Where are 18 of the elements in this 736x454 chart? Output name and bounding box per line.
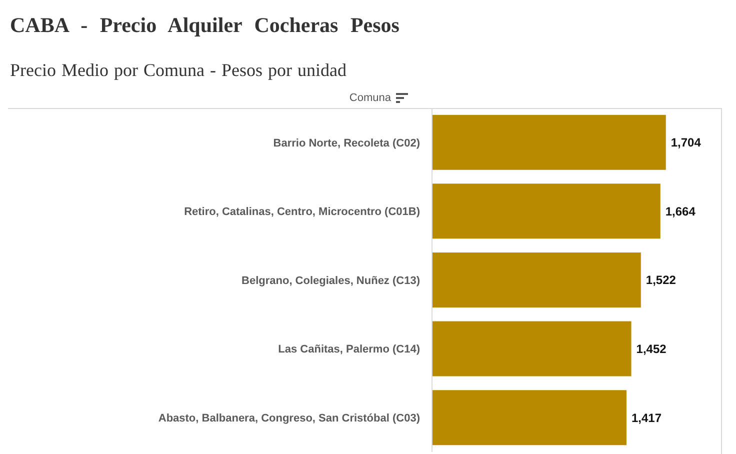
data-label: 1,522: [646, 273, 676, 288]
y-tick-label: Belgrano, Colegiales, Nuñez (C13): [242, 274, 420, 287]
y-tick-label: Barrio Norte, Recoleta (C02): [273, 137, 420, 150]
text: Precio Medio por Comuna - Pesos por unidad: [10, 60, 346, 81]
bar: [432, 114, 666, 170]
data-label: 1,704: [670, 136, 702, 150]
y-axis-title: Comuna: [349, 92, 391, 104]
bar: [432, 321, 632, 376]
bar: [432, 252, 641, 308]
bar: [432, 390, 626, 446]
text: CABA - Precio Alquiler Cocheras Pesos: [10, 13, 400, 38]
y-tick-label: Abasto, Balbanera, Congreso, San Cristóbal (C03): [158, 412, 420, 425]
data-label: 1,664: [665, 204, 696, 218]
data-label: 1,452: [636, 342, 667, 356]
bar: [432, 184, 660, 239]
y-tick-label: Las Cañitas, Palermo (C14): [278, 344, 420, 356]
y-tick-label: Retiro, Catalinas, Centro, Microcentro (C01B): [184, 206, 420, 218]
data-label: 1,417: [631, 410, 662, 425]
